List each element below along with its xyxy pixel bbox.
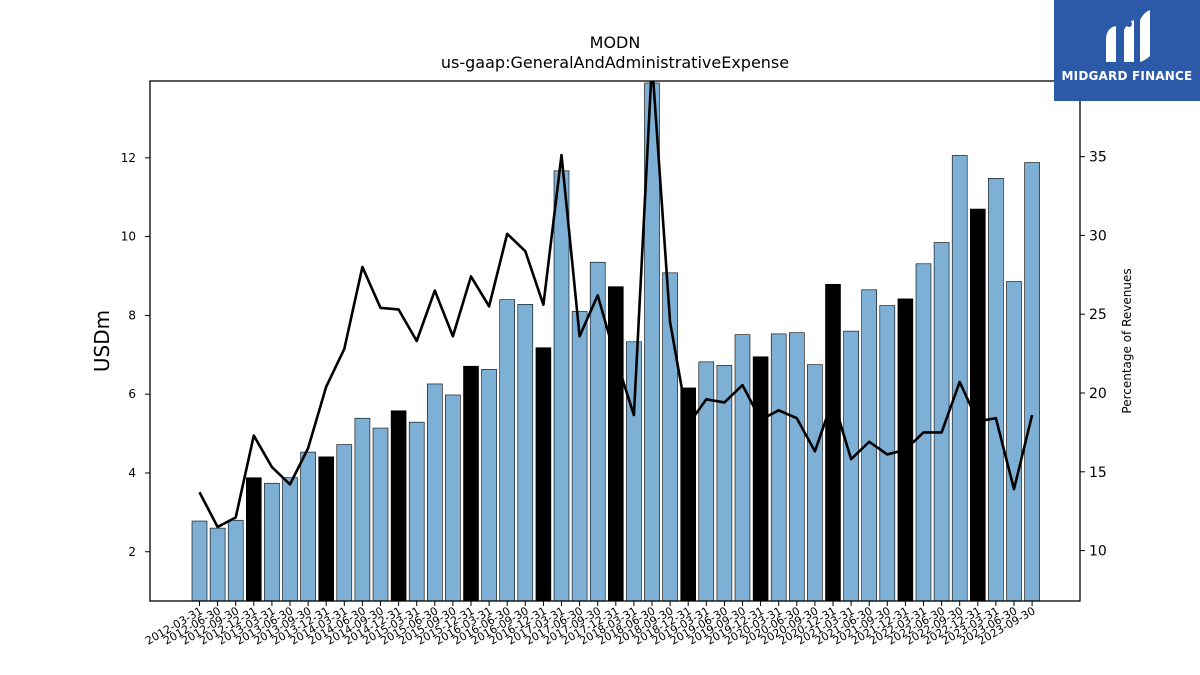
bar bbox=[463, 365, 479, 602]
right-axis: 10 15 20 25 30 35 bbox=[1080, 150, 1107, 560]
bar bbox=[372, 427, 389, 602]
y2-tick-label: 10 bbox=[1089, 544, 1107, 560]
y2-tick-label: 25 bbox=[1089, 307, 1107, 323]
y-tick-label: 8 bbox=[128, 308, 136, 322]
logo-mark-icon bbox=[1106, 10, 1150, 62]
bar bbox=[825, 283, 841, 602]
y-axis-label: USDm bbox=[90, 310, 114, 372]
chart-subtitle: us-gaap:GeneralAndAdministrativeExpense bbox=[441, 53, 789, 72]
y2-tick-label: 35 bbox=[1089, 150, 1107, 166]
y-tick-label: 4 bbox=[128, 466, 136, 480]
bar bbox=[336, 444, 353, 602]
bar bbox=[770, 333, 787, 602]
bar bbox=[933, 242, 950, 602]
bar bbox=[1006, 281, 1022, 602]
bar bbox=[282, 477, 298, 602]
bar bbox=[318, 456, 335, 602]
y-tick-label: 6 bbox=[128, 387, 136, 401]
chart-title: MODN bbox=[590, 33, 641, 52]
bar bbox=[517, 304, 534, 602]
bar bbox=[535, 347, 552, 602]
y2-axis-label: Percentage of Revenues bbox=[1120, 268, 1134, 413]
bar bbox=[807, 364, 823, 602]
bar bbox=[408, 421, 425, 602]
bar bbox=[752, 356, 769, 602]
bar bbox=[264, 482, 280, 602]
bar bbox=[481, 369, 497, 602]
left-axis: 2 4 6 8 10 12 bbox=[121, 151, 150, 559]
y2-tick-label: 15 bbox=[1089, 465, 1107, 481]
x-axis: 2012-03-312012-06-302012-09-302012-12-31… bbox=[143, 601, 1038, 648]
midgard-finance-logo: MIDGARD FINANCE bbox=[1054, 0, 1200, 101]
logo-text: MIDGARD FINANCE bbox=[1061, 69, 1193, 83]
bar bbox=[390, 410, 407, 602]
bar bbox=[445, 394, 461, 602]
plot-frame bbox=[149, 80, 1081, 602]
bar bbox=[698, 361, 715, 602]
bar bbox=[788, 332, 805, 602]
bar bbox=[227, 519, 244, 602]
bar bbox=[969, 208, 986, 602]
bar bbox=[607, 286, 624, 602]
bar bbox=[553, 170, 570, 602]
bar bbox=[988, 178, 1004, 602]
bar bbox=[354, 417, 371, 602]
bar bbox=[951, 155, 968, 602]
bar bbox=[426, 383, 443, 602]
bar bbox=[734, 334, 751, 602]
y-tick-label: 2 bbox=[128, 545, 136, 559]
bar bbox=[571, 311, 588, 602]
bar bbox=[499, 299, 516, 602]
bar bbox=[1024, 162, 1040, 602]
bar bbox=[209, 527, 226, 602]
bar-group bbox=[191, 82, 1040, 602]
y2-tick-label: 20 bbox=[1089, 386, 1107, 402]
y2-tick-label: 30 bbox=[1089, 228, 1107, 244]
percentage-line bbox=[198, 81, 1034, 529]
y-tick-label: 12 bbox=[121, 151, 136, 165]
bar bbox=[191, 520, 208, 602]
y-tick-label: 10 bbox=[121, 230, 136, 244]
bar bbox=[300, 451, 316, 602]
bar bbox=[626, 341, 642, 602]
bar bbox=[246, 477, 262, 602]
bar bbox=[843, 330, 859, 602]
